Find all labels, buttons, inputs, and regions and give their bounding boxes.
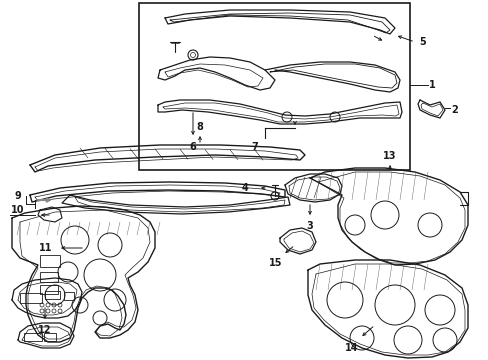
Bar [40,285,58,294]
Bar [40,272,58,282]
Bar [40,255,60,267]
Bar [45,291,60,299]
Text: 9: 9 [15,191,21,201]
Bar [64,292,74,300]
Text: 11: 11 [39,243,53,253]
Text: 2: 2 [451,105,457,115]
Bar [20,293,42,303]
Text: 1: 1 [428,80,434,90]
Bar [44,333,56,341]
Text: 7: 7 [251,142,258,152]
Bar [24,333,42,341]
Text: 15: 15 [269,258,282,268]
Text: 14: 14 [345,343,358,353]
Text: 8: 8 [196,122,203,132]
Text: 6: 6 [189,142,196,152]
Text: 10: 10 [11,205,25,215]
Bar [139,3,409,170]
Text: 5: 5 [419,37,426,47]
Text: 3: 3 [306,221,313,231]
Text: 13: 13 [383,151,396,161]
Text: 12: 12 [38,325,52,335]
Text: 4: 4 [241,183,248,193]
